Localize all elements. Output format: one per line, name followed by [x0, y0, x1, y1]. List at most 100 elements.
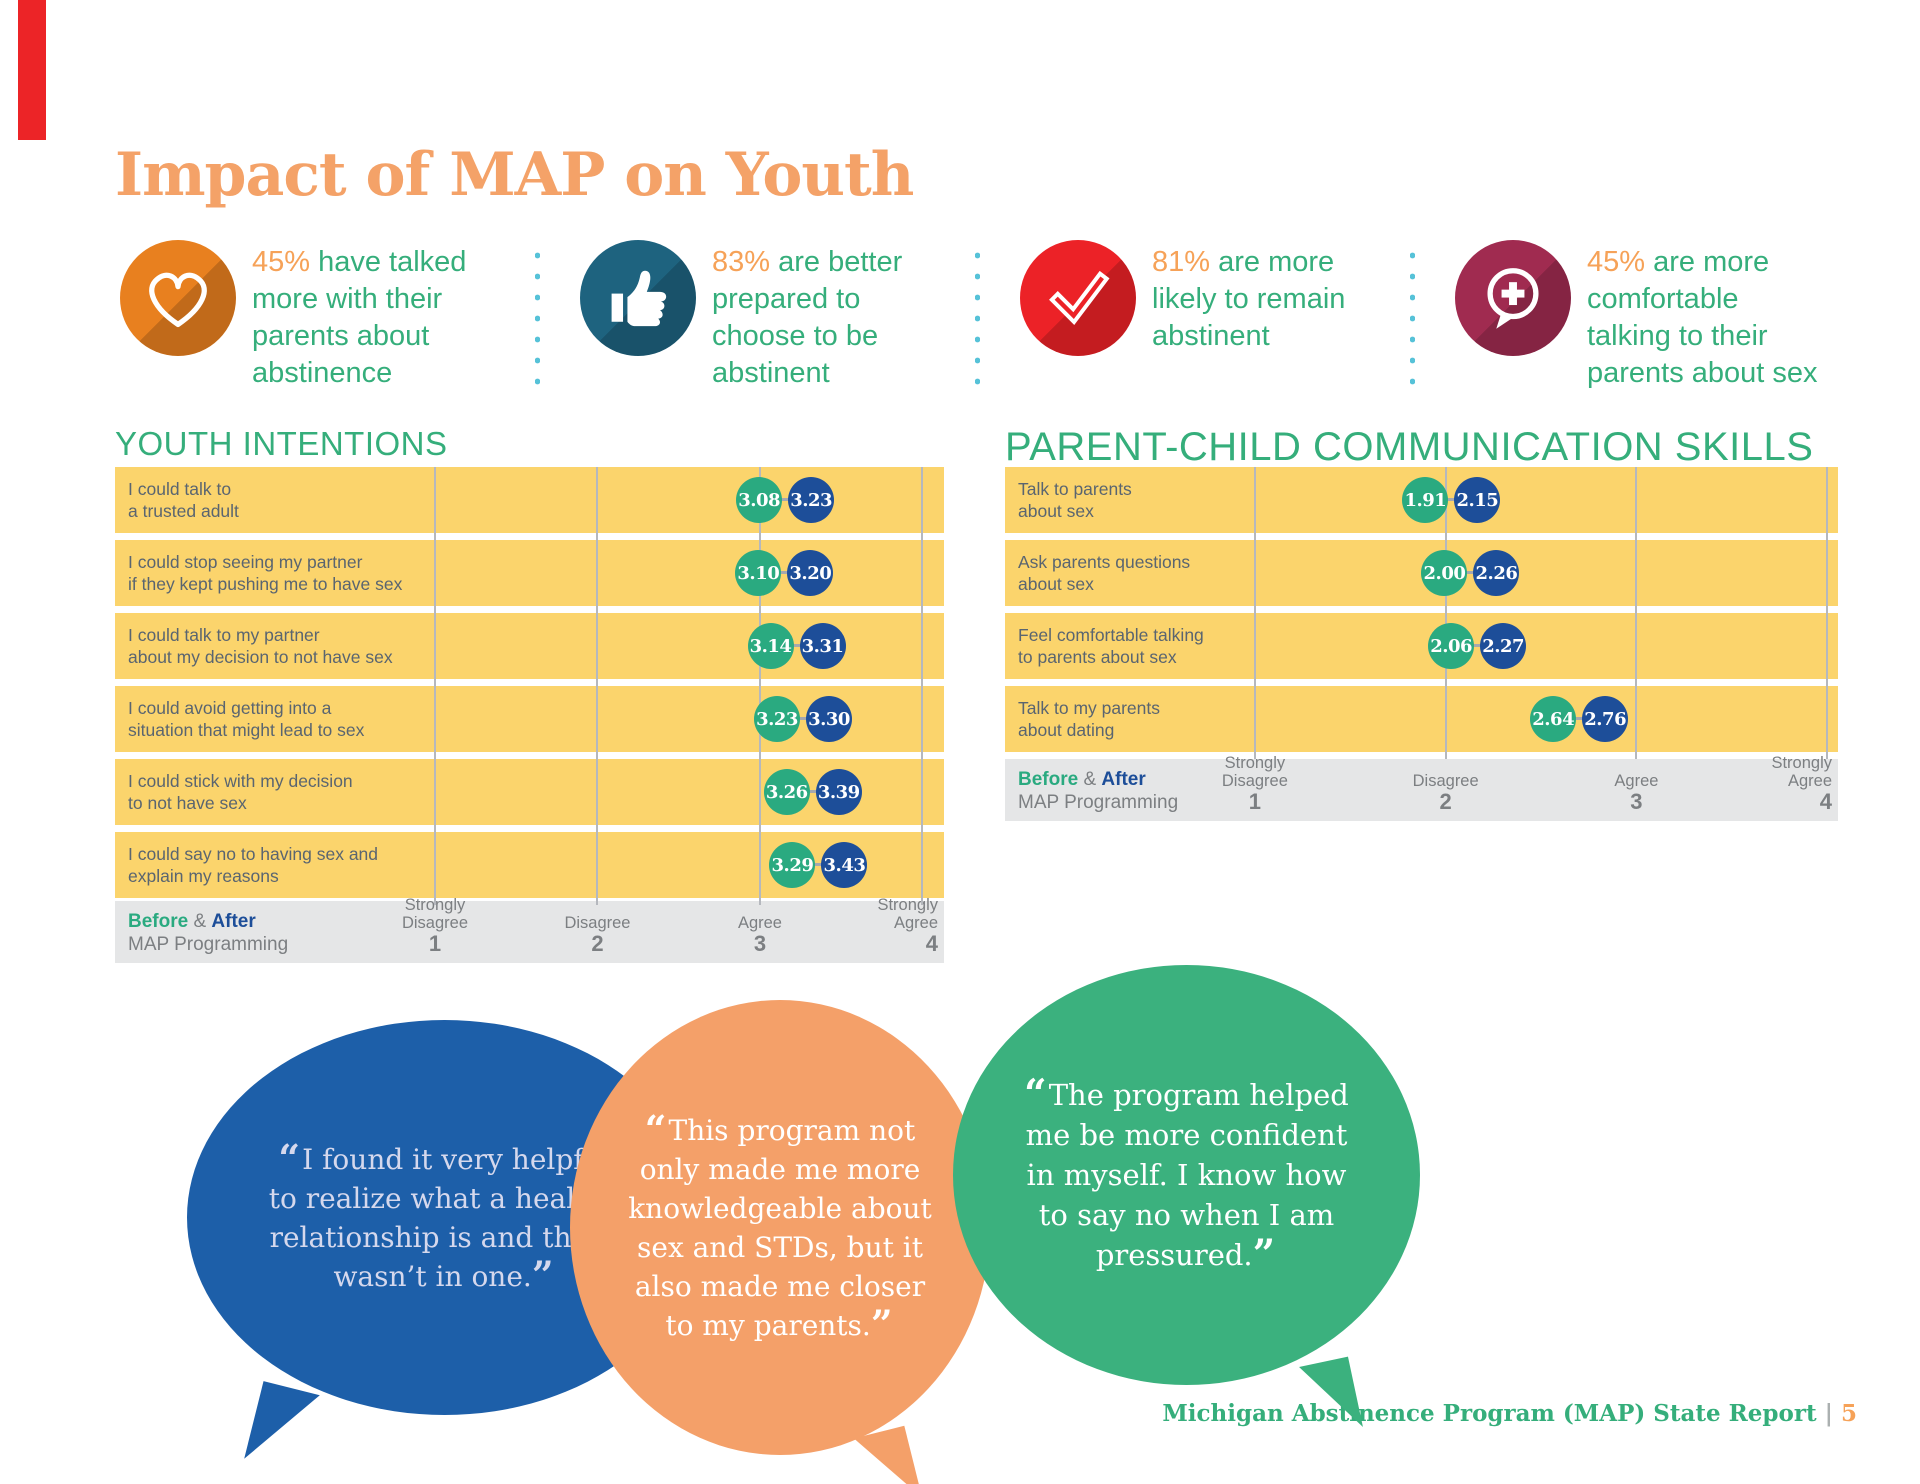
axis-tick: Strongly Agree 4	[877, 896, 938, 956]
row-label-line: I could stop seeing my partner	[128, 552, 363, 572]
row-label: I could stick with my decision to not hav…	[128, 770, 353, 814]
heart-icon	[120, 240, 236, 356]
stat-text-line: choose to be	[712, 320, 879, 352]
stat-item: 45% have talked more with their parents ab…	[120, 240, 466, 392]
axis-tick: Disagree 2	[564, 908, 630, 956]
page-title: Impact of MAP on Youth	[115, 140, 914, 211]
stat-text-line: 81% are more	[1152, 246, 1335, 278]
stat-text-line: more with their	[252, 283, 443, 315]
axis-tick: Strongly Agree 4	[1771, 754, 1832, 814]
dot-connector	[792, 863, 845, 866]
thumbs-up-icon	[580, 240, 696, 356]
quote-body: The program helped me be more confident …	[1025, 1078, 1349, 1272]
chart-title: PARENT-CHILD COMMUNICATION SKILLS	[1005, 425, 1814, 469]
axis-tick: Disagree 2	[1413, 766, 1479, 814]
row-label-line: about sex	[1018, 501, 1094, 521]
before-dot: 3.14	[747, 623, 794, 669]
before-dot: 3.10	[735, 550, 782, 596]
icon-long-shadow	[1020, 240, 1136, 356]
stat-text: 83% are better prepared to choose to be abs…	[712, 240, 902, 392]
dotted-separator	[535, 245, 540, 393]
row-label: I could avoid getting into a situation th…	[128, 697, 364, 741]
row-label-line: to not have sex	[128, 793, 247, 813]
row-label-line: I could talk to	[128, 479, 232, 499]
after-dot: 3.20	[787, 550, 834, 596]
chart-row: Feel comfortable talking to parents about…	[1005, 613, 1838, 679]
before-dot: 2.00	[1421, 550, 1468, 596]
row-label-line: I could say no to having sex and	[128, 844, 379, 864]
row-label-line: about dating	[1018, 720, 1115, 740]
row-label: Ask parents questions about sex	[1018, 551, 1190, 595]
stat-item: 83% are better prepared to choose to be abs…	[580, 240, 902, 392]
after-dot: 2.27	[1480, 623, 1527, 669]
axis-tick: Agree 3	[738, 908, 782, 956]
dot-connector	[1425, 498, 1478, 501]
before-dot: 3.08	[736, 477, 783, 523]
chart-row: I could stop seeing my partner if they ke…	[115, 540, 944, 606]
chart-row: I could stick with my decision to not hav…	[115, 759, 944, 825]
row-label-line: about sex	[1018, 574, 1094, 594]
tick-label-line: Strongly	[404, 896, 466, 914]
chart-row: Ask parents questions about sex 2.00 2.26	[1005, 540, 1838, 606]
row-label: Feel comfortable talking to parents about…	[1018, 624, 1204, 668]
before-dot: 3.23	[754, 696, 801, 742]
dot-connector	[758, 571, 811, 574]
dotted-separator	[1410, 245, 1415, 393]
page-number: 5	[1840, 1400, 1857, 1427]
speech-bubble-plus-icon	[1455, 240, 1571, 356]
quote-body: I found it very helpful to realize what …	[268, 1142, 621, 1293]
tick-label-line: Disagree	[1221, 772, 1288, 790]
stat-item: 81% are more likely to remain abstinent	[1020, 240, 1345, 356]
before-dot: 3.29	[769, 842, 816, 888]
before-dot: 3.26	[763, 769, 810, 815]
footer-separator: |	[1824, 1400, 1833, 1427]
tick-number: 1	[428, 931, 442, 956]
legend-after: After	[1101, 769, 1146, 790]
chart-legend: Before & After MAP Programming	[1018, 768, 1178, 814]
dot-connector	[777, 717, 830, 720]
stat-text-line: 45% have talked	[252, 246, 467, 278]
legend-line-1: Before & After	[1018, 768, 1178, 791]
stat-text-line: abstinent	[712, 357, 830, 389]
stat-text: 45% are more comfortable talking to their p…	[1587, 240, 1818, 392]
chart-row: Talk to my parents about dating 2.64 2.76	[1005, 686, 1838, 752]
row-label: I could stop seeing my partner if they ke…	[128, 551, 402, 595]
chart-row: I could avoid getting into a situation th…	[115, 686, 944, 752]
dot-connector	[1553, 717, 1606, 720]
legend-after: After	[211, 911, 256, 932]
row-label-line: situation that might lead to sex	[128, 720, 365, 740]
stat-text-line: talking to their	[1587, 320, 1768, 352]
quote-bubble-green: “The program helped me be more confident…	[953, 965, 1420, 1438]
row-label-line: I could avoid getting into a	[128, 698, 332, 718]
row-label: Talk to my parents about dating	[1018, 697, 1160, 741]
close-quote-mark: ”	[531, 1252, 556, 1297]
stat-text: 81% are more likely to remain abstinent	[1152, 240, 1345, 355]
stat-text-line: prepared to	[712, 283, 861, 315]
page-footer: Michigan Abstinence Program (MAP) State …	[1162, 1400, 1857, 1427]
chart-rows: I could talk to a trusted adult 3.08 3.23 I …	[115, 467, 944, 905]
row-label-line: Ask parents questions	[1018, 552, 1191, 572]
chart-rows: Talk to parents about sex 1.91 2.15 Ask pare…	[1005, 467, 1838, 759]
open-quote-mark: “	[278, 1135, 303, 1180]
tick-label-line: Agree	[737, 914, 782, 932]
stat-text-line: 83% are better	[712, 246, 903, 278]
row-label-line: Feel comfortable talking	[1018, 625, 1204, 645]
quote-body: This program not only made me more knowl…	[628, 1113, 932, 1342]
row-label-line: Talk to parents	[1018, 479, 1132, 499]
stat-text-line: abstinent	[1152, 320, 1270, 352]
stat-text-line: parents about	[252, 320, 430, 352]
tick-number: 3	[1630, 789, 1643, 814]
row-label-line: I could talk to my partner	[128, 625, 320, 645]
tick-label-line: Agree	[1787, 772, 1832, 790]
axis-tick: Agree 3	[1614, 766, 1658, 814]
after-dot: 3.23	[788, 477, 835, 523]
dot-connector	[759, 498, 812, 501]
legend-before: Before	[1018, 769, 1079, 790]
tick-number: 4	[1819, 789, 1832, 814]
chart-title: YOUTH INTENTIONS	[115, 425, 448, 462]
row-label-line: to parents about sex	[1018, 647, 1177, 667]
dot-connector	[770, 644, 823, 647]
tick-label-line: Disagree	[401, 914, 469, 932]
tick-number: 3	[753, 931, 767, 956]
before-dot: 1.91	[1402, 477, 1449, 523]
